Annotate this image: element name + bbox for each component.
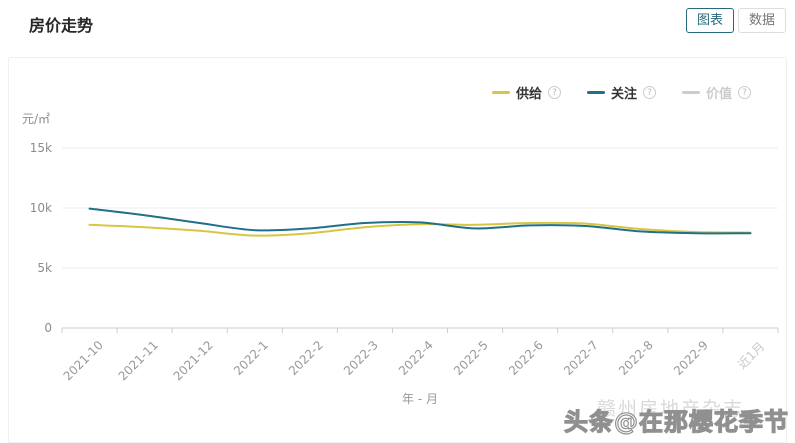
x-axis-name: 年 - 月 [402,392,438,406]
legend-label: 价值 [705,87,732,102]
y-tick-label: 0 [44,321,52,335]
y-tick-label: 15k [29,141,52,155]
help-icon[interactable]: ? [738,86,751,99]
view-toggle: 图表 数据 [685,8,786,33]
legend-item-supply[interactable]: 供给 ? [491,83,561,102]
help-icon[interactable]: ? [642,86,656,99]
y-axis-unit-label: 元/㎡ [22,112,51,126]
y-tick-label: 5k [37,261,52,275]
help-icon[interactable]: ? [547,86,561,99]
y-tick-label: 10k [29,201,52,215]
page-title: 房价走势 [29,16,94,35]
chart-legend: 供给 ? 关注 ? 价值 ? [491,83,751,102]
attention-line-swatch [586,91,605,94]
chart-view-button[interactable]: 图表 [685,8,734,33]
supply-line-swatch [491,91,510,94]
legend-label: 关注 [610,87,637,102]
legend-label: 供给 [515,87,542,102]
watermark-background-text: 赣州房地产杂志 [597,398,745,420]
value-line-swatch [681,91,700,94]
legend-item-attention[interactable]: 关注 ? [586,83,656,102]
data-view-button[interactable]: 数据 [737,8,786,33]
legend-item-value[interactable]: 价值 ? [681,83,751,102]
watermark-foreground-text: 头条@在那樱花季节 [563,407,789,436]
chart-panel [8,57,787,443]
